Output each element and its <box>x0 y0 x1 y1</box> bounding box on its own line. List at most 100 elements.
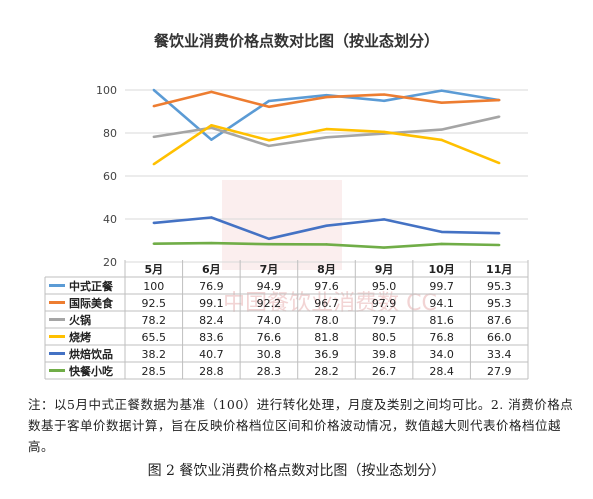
table-cell-value: 40.7 <box>199 348 224 361</box>
data-point <box>152 135 155 139</box>
table-cell-value: 80.5 <box>372 331 397 344</box>
x-tick-label: 11月 <box>486 263 512 276</box>
chart-note: 注：以5月中式正餐数据为基准（100）进行转化处理，月度及类别之间均可比。2. … <box>28 397 574 454</box>
data-point <box>498 231 501 235</box>
chart-area: 餐饮业消费价格点数对比图（按业态划分） 中国餐饮业消费数 CC 20 40 60 80 1… <box>44 32 529 380</box>
table-cell-value: 99.7 <box>429 280 454 293</box>
data-point <box>267 144 271 148</box>
table-cell-value: 74.0 <box>257 314 282 327</box>
data-point <box>440 242 443 246</box>
y-tick-label: 20 <box>103 256 117 269</box>
data-point <box>325 127 328 131</box>
data-point <box>440 101 443 104</box>
data-point <box>152 221 155 225</box>
data-point <box>210 138 213 141</box>
series-line-3 <box>153 124 500 166</box>
data-point <box>498 243 501 247</box>
table-cell-value: 94.1 <box>429 297 454 310</box>
x-tick-label: 7月 <box>260 263 279 276</box>
table-cell-value: 26.7 <box>372 365 397 378</box>
legend-label: 快餐小吃 <box>68 364 113 378</box>
data-point <box>267 242 271 246</box>
data-point <box>152 88 155 92</box>
table-cell-value: 39.8 <box>372 348 397 361</box>
x-tick-label: 9月 <box>375 263 394 276</box>
table-cell-value: 94.9 <box>257 280 282 293</box>
data-point <box>440 138 443 142</box>
data-point <box>382 99 386 102</box>
data-point <box>210 124 213 127</box>
data-point <box>440 89 443 92</box>
data-point <box>498 115 501 118</box>
table-cell-value: 76.6 <box>257 331 282 344</box>
table-cell-value: 92.5 <box>142 297 167 310</box>
table-cell-value: 79.7 <box>372 314 397 327</box>
table-cell-value: 76.9 <box>199 280 224 293</box>
table-cell-value: 87.6 <box>487 314 512 327</box>
data-point <box>325 93 328 97</box>
watermark-logo <box>222 180 342 270</box>
figure-caption: 图 2 餐饮业消费价格点数对比图（按业态划分） <box>147 463 446 479</box>
table-cell-value: 96.7 <box>314 297 339 310</box>
data-point <box>267 237 271 240</box>
data-point <box>382 246 386 249</box>
table-cell-value: 99.1 <box>199 297 224 310</box>
table-cell-value: 95.3 <box>487 280 512 293</box>
data-point <box>210 241 213 245</box>
watermark-text: 中国餐饮业消费数 CC <box>223 291 437 316</box>
table-cell-value: 38.2 <box>142 348 167 361</box>
data-point <box>325 95 328 99</box>
table-cell-value: 36.9 <box>314 348 339 361</box>
chart-title: 餐饮业消费价格点数对比图（按业态划分） <box>153 32 439 50</box>
data-point <box>382 130 386 134</box>
table-cell-value: 28.5 <box>142 365 167 378</box>
table-cell-value: 83.6 <box>199 331 224 344</box>
table-cell-value: 81.6 <box>429 314 454 327</box>
data-point <box>267 139 271 142</box>
data-point <box>325 224 328 227</box>
x-tick-label: 10月 <box>428 263 454 276</box>
data-point <box>498 98 501 102</box>
data-point <box>210 216 213 219</box>
table-cell-value: 30.8 <box>257 348 282 361</box>
table-cell-value: 28.2 <box>314 365 339 378</box>
legend-label: 火锅 <box>69 313 91 327</box>
data-point <box>152 242 155 245</box>
data-point <box>498 161 501 165</box>
data-point <box>267 99 271 103</box>
table-cell-value: 33.4 <box>487 348 512 361</box>
data-point <box>325 243 328 246</box>
table-cell-value: 97.9 <box>372 297 397 310</box>
data-point <box>325 136 328 139</box>
line-chart: 中国餐饮业消费数 CC 20 40 60 80 100 5月 6月 7月 8月 9月 10月 11月中式… <box>44 84 529 380</box>
table-cell-value: 82.4 <box>199 314 224 327</box>
table-cell-value: 97.6 <box>314 280 339 293</box>
y-tick-label: 40 <box>103 213 117 226</box>
table-cell-value: 28.3 <box>257 365 282 378</box>
data-point <box>440 230 443 234</box>
table-cell-value: 28.8 <box>199 365 224 378</box>
table-cell-value: 76.8 <box>429 331 454 344</box>
data-point <box>440 128 443 131</box>
table-cell-value: 65.5 <box>142 331 167 344</box>
data-point <box>382 218 386 221</box>
data-point <box>152 104 155 108</box>
legend-label: 中式正餐 <box>69 279 114 293</box>
data-point <box>210 90 213 94</box>
table-cell-value: 81.8 <box>314 331 339 344</box>
x-tick-label: 5月 <box>144 263 163 276</box>
table-cell-value: 100 <box>143 280 164 293</box>
table-cell-value: 95.3 <box>487 297 512 310</box>
y-tick-label: 100 <box>96 84 117 97</box>
y-tick-label: 80 <box>103 127 117 140</box>
x-tick-label: 6月 <box>202 263 221 276</box>
table-cell-value: 78.2 <box>142 314 167 327</box>
legend-label: 烧烤 <box>69 330 91 344</box>
table-cell-value: 95.0 <box>372 280 397 293</box>
data-point <box>382 93 386 96</box>
table-cell-value: 92.2 <box>257 297 282 310</box>
table-cell-value: 34.0 <box>429 348 454 361</box>
table-cell-value: 78.0 <box>314 314 339 327</box>
table-cell-value: 27.9 <box>487 365 512 378</box>
legend-label: 烘焙饮品 <box>69 347 113 361</box>
